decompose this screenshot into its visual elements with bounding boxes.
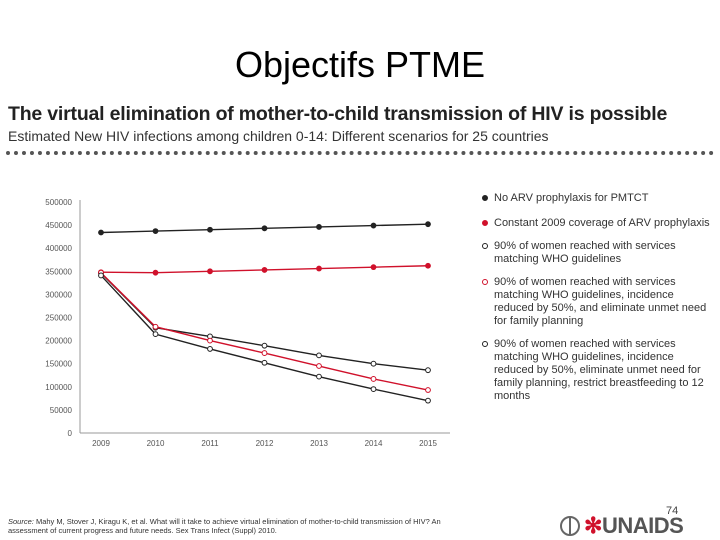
legend-label: 90% of women reached with services match…: [494, 338, 704, 402]
legend-marker: [482, 220, 488, 226]
data-point: [370, 222, 377, 229]
data-point: [152, 269, 159, 276]
data-point: [207, 226, 213, 233]
legend-marker: [482, 243, 488, 249]
figure-subtitle: Estimated New HIV infections among child…: [8, 128, 549, 144]
data-point: [261, 342, 268, 349]
x-tick-label: 2014: [365, 439, 383, 448]
y-tick-label: 200000: [45, 337, 72, 346]
legend-marker: [482, 195, 488, 201]
data-point: [370, 376, 377, 382]
data-point: [425, 262, 431, 269]
data-point: [261, 225, 268, 232]
data-point: [261, 267, 268, 273]
series-line-5: [100, 274, 429, 402]
y-tick-label: 350000: [45, 267, 72, 276]
data-point: [152, 228, 159, 235]
slide-title: Objectifs PTME: [234, 44, 486, 85]
y-tick-label: 50000: [50, 406, 73, 415]
red-ribbon-icon: ✻: [584, 513, 602, 538]
legend-marker: [482, 341, 488, 347]
y-tick-label: 500000: [45, 198, 72, 207]
data-point: [370, 360, 377, 367]
logo-wordmark: ✻UNAIDS: [584, 513, 684, 538]
data-point: [425, 387, 431, 393]
series-line-4: [100, 272, 429, 391]
data-point: [152, 331, 159, 338]
y-tick-label: 400000: [45, 244, 72, 253]
data-point: [316, 352, 322, 359]
dotted-divider: [6, 151, 714, 155]
data-point: [316, 373, 322, 380]
y-tick-label: 300000: [45, 290, 72, 299]
x-tick-label: 2013: [310, 439, 328, 448]
data-point: [425, 367, 431, 374]
legend-item: Constant 2009 coverage of ARV prophylaxi…: [482, 217, 710, 230]
chart-legend: No ARV prophylaxis for PMTCT Constant 200…: [482, 192, 710, 403]
legend-item: 90% of women reached with services match…: [482, 240, 710, 266]
data-point: [207, 337, 213, 344]
data-point: [370, 264, 377, 271]
legend-label: 90% of women reached with services match…: [494, 240, 676, 265]
data-point: [98, 229, 104, 236]
data-point: [207, 268, 213, 275]
data-point: [370, 386, 377, 393]
page-number: 74: [666, 505, 679, 517]
data-point: [316, 224, 322, 230]
data-point: [152, 323, 159, 330]
data-point: [425, 221, 431, 228]
source-citation: Source: Mahy M, Stover J, Kiragu K, et a…: [8, 517, 448, 535]
y-tick-label: 250000: [45, 314, 72, 323]
unaids-logo: ✻UNAIDS: [560, 513, 710, 539]
line-chart: 0 50000 100000 150000 200000 250000 300000 3500…: [45, 198, 450, 448]
legend-item: 90% of women reached with services match…: [482, 276, 710, 328]
un-emblem-icon: [560, 516, 580, 536]
legend-label: 90% of women reached with services match…: [494, 276, 707, 327]
data-point: [316, 265, 322, 272]
y-tick-label: 100000: [45, 383, 72, 392]
source-text: Mahy M, Stover J, Kiragu K, et al. What …: [8, 517, 441, 535]
data-point: [261, 350, 268, 356]
data-point: [207, 346, 213, 352]
source-label: Source:: [8, 517, 34, 526]
figure-title: The virtual elimination of mother-to-chi…: [8, 103, 668, 125]
x-tick-label: 2010: [147, 439, 165, 448]
legend-marker: [482, 279, 488, 285]
data-point: [425, 397, 431, 404]
y-tick-label: 450000: [45, 221, 72, 230]
y-tick-label: 0: [68, 429, 73, 438]
y-tick-label: 150000: [45, 360, 72, 369]
x-tick-label: 2015: [419, 439, 437, 448]
x-tick-label: 2012: [256, 439, 274, 448]
legend-item: No ARV prophylaxis for PMTCT: [482, 192, 710, 205]
x-tick-label: 2009: [92, 439, 110, 448]
legend-label: Constant 2009 coverage of ARV prophylaxi…: [494, 217, 710, 229]
data-point: [261, 359, 268, 366]
x-tick-label: 2011: [201, 439, 219, 448]
legend-item: 90% of women reached with services match…: [482, 338, 710, 403]
data-point: [316, 363, 322, 369]
data-point: [98, 272, 104, 279]
legend-label: No ARV prophylaxis for PMTCT: [494, 192, 649, 204]
